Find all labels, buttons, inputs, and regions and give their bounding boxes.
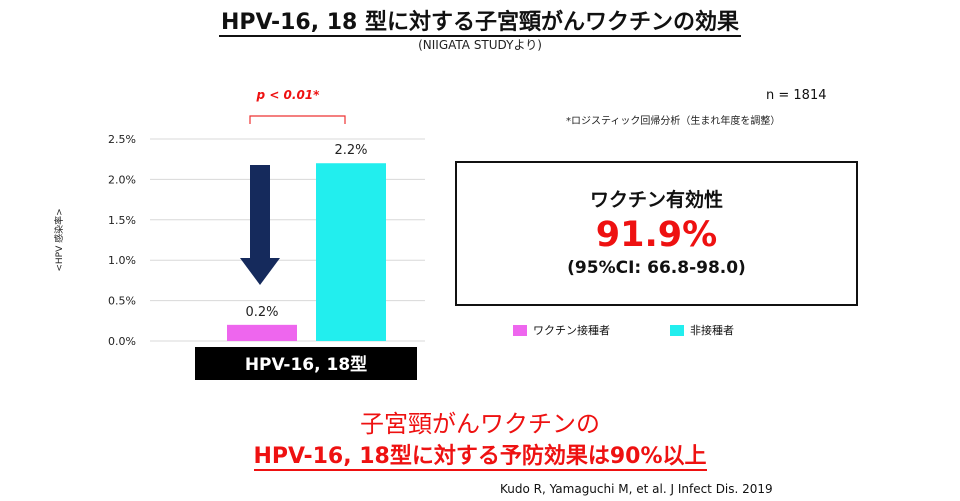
bar-value-label: 0.2% [245,305,278,320]
reduction-arrow-shaft [250,165,270,260]
legend-label-unvaccinated: 非接種者 [690,324,734,337]
legend-swatch-vaccinated [513,324,527,336]
significance-bracket [249,115,346,124]
legend-label-vaccinated: ワクチン接種者 [533,324,610,337]
y-tick-label: 0.5% [108,295,136,308]
effectiveness-label: ワクチン有効性 [589,189,723,211]
y-axis-label: <HPV 感染率> [53,208,65,271]
legend-swatch-unvaccinated [670,324,684,336]
bar-value-label: 2.2% [334,143,367,158]
page-title: HPV-16, 18 型に対する子宮頸がんワクチンの効果 [218,10,741,37]
effectiveness-ci: (95%CI: 66.8-98.0) [567,258,746,278]
y-tick-label: 2.5% [108,133,136,146]
reduction-arrow-head [240,258,280,285]
conclusion-line-2: HPV-16, 18型に対する予防効果は90%以上 [253,444,707,471]
category-label-box [195,347,417,380]
sample-size: n = 1814 [766,88,827,103]
effectiveness-value: 91.9% [595,215,718,255]
infection-rate-bar-chart: 0.0% 0.5% 1.0% 1.5% 2.0% 2.5% <HPV 感染率> 0.2% 2.2… [53,88,425,380]
y-tick-label: 2.0% [108,173,136,186]
legend-unvaccinated: 非接種者 [670,322,734,338]
bar-0 [227,324,297,341]
conclusion-line-1: 子宮頸がんワクチンの [360,410,600,438]
citation: Kudo R, Yamaguchi M, et al. J Infect Dis… [500,482,773,496]
category-label: HPV-16, 18型 [245,354,367,375]
legend-vaccinated: ワクチン接種者 [513,322,610,338]
y-tick-label: 1.5% [108,214,136,227]
y-tick-label: 1.0% [108,254,136,267]
bar-1 [316,163,386,341]
effectiveness-box: ワクチン有効性 91.9% (95%CI: 66.8-98.0) [455,161,858,306]
subtitle: (NIIGATA STUDYより) [418,38,542,52]
method-note: *ロジスティック回帰分析（生まれ年度を調整） [566,116,781,127]
y-tick-label: 0.0% [108,335,136,348]
significance-label: p < 0.01* [256,88,321,102]
